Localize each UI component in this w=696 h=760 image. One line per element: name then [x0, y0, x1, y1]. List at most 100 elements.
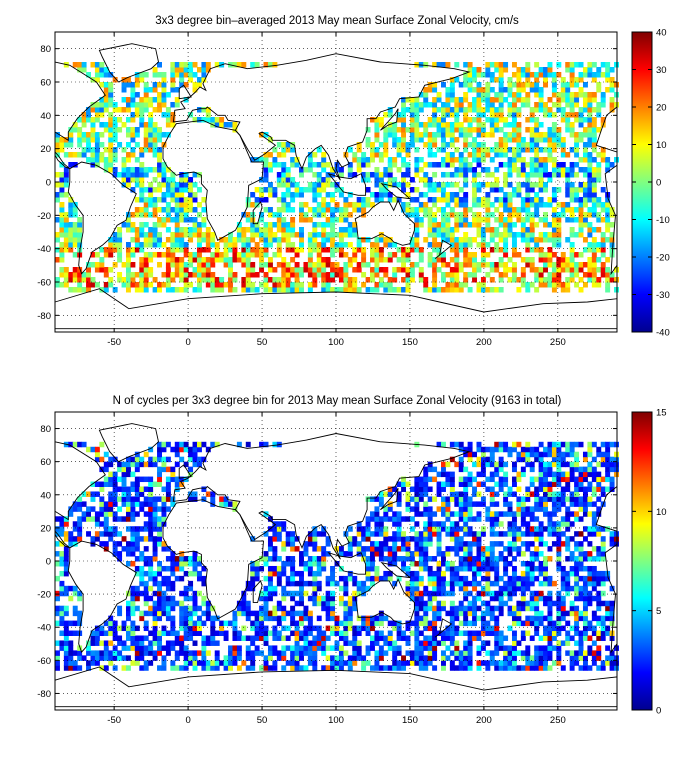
heatmap-cell [507, 167, 513, 173]
heatmap-cell [387, 640, 393, 646]
heatmap-cell [525, 127, 531, 133]
heatmap-cell [290, 272, 296, 278]
heatmap-cell [152, 655, 158, 661]
heatmap-cell [165, 630, 171, 636]
heatmap-cell [392, 556, 398, 562]
heatmap-cell [130, 82, 136, 88]
heatmap-cell [605, 197, 611, 203]
heatmap-cell [338, 650, 344, 656]
heatmap-cell [383, 546, 389, 552]
heatmap-cell [378, 152, 384, 158]
heatmap-cell [414, 147, 420, 153]
heatmap-cell [192, 182, 198, 188]
heatmap-cell [152, 222, 158, 228]
heatmap-cell [245, 580, 251, 587]
heatmap-cell [321, 202, 327, 208]
heatmap-cell [423, 585, 429, 592]
heatmap-cell [525, 182, 531, 188]
heatmap-cell [152, 242, 158, 248]
heatmap-cell [378, 556, 384, 562]
heatmap-cell [254, 252, 260, 258]
heatmap-cell [441, 580, 446, 587]
heatmap-cell [498, 92, 504, 98]
heatmap-cell [72, 620, 78, 627]
heatmap-cell [467, 650, 473, 656]
heatmap-cell [316, 147, 322, 153]
heatmap-cell [165, 122, 171, 128]
heatmap-cell [72, 287, 78, 293]
heatmap-cell [441, 137, 446, 143]
heatmap-cell [161, 207, 167, 213]
heatmap-cell [427, 242, 433, 248]
heatmap-cell [330, 197, 336, 203]
heatmap-cell [55, 137, 60, 143]
heatmap-cell [378, 267, 384, 273]
heatmap-cell [365, 625, 371, 632]
heatmap-cell [489, 551, 495, 557]
heatmap-cell [316, 600, 322, 607]
heatmap-cell [170, 242, 176, 248]
heatmap-cell [494, 590, 500, 597]
heatmap-cell [387, 277, 393, 283]
heatmap-cell [418, 551, 424, 557]
heatmap-cell [480, 277, 486, 283]
heatmap-cell [312, 536, 318, 542]
heatmap-cell [236, 650, 242, 656]
heatmap-cell [605, 217, 611, 223]
heatmap-cell [436, 252, 442, 258]
heatmap-cell [587, 92, 593, 98]
heatmap-cell [560, 172, 566, 178]
heatmap-cell [609, 650, 615, 656]
heatmap-cell [494, 561, 500, 567]
heatmap-cell [214, 277, 220, 283]
heatmap-cell [507, 585, 513, 592]
heatmap-cell [254, 232, 260, 238]
heatmap-cell [609, 620, 615, 627]
heatmap-cell [259, 177, 265, 183]
heatmap-cell [72, 526, 78, 532]
heatmap-cell [587, 590, 593, 597]
heatmap-cell [414, 227, 420, 233]
heatmap-cell [547, 107, 553, 113]
heatmap-cell [152, 640, 158, 646]
heatmap-cell [565, 267, 571, 273]
heatmap-cell [467, 82, 473, 88]
heatmap-cell [489, 565, 495, 572]
heatmap-cell [290, 575, 296, 582]
heatmap-cell [321, 556, 327, 562]
heatmap-cell [591, 650, 597, 656]
heatmap-cell [516, 287, 522, 293]
heatmap-cell [436, 257, 442, 263]
heatmap-cell [267, 237, 273, 243]
heatmap-cell [472, 157, 477, 163]
heatmap-cell [236, 630, 242, 636]
heatmap-cell [134, 172, 140, 178]
heatmap-cell [582, 630, 588, 636]
heatmap-cell [112, 665, 118, 671]
heatmap-cell [99, 157, 105, 163]
heatmap-cell [219, 660, 225, 666]
heatmap-cell [432, 585, 438, 592]
heatmap-cell [303, 187, 309, 193]
heatmap-cell [441, 257, 446, 263]
heatmap-cell [356, 655, 362, 661]
heatmap-cell [485, 197, 491, 203]
heatmap-cell [578, 267, 584, 273]
heatmap-cell [312, 595, 318, 602]
heatmap-cell [179, 62, 185, 68]
heatmap-cell [334, 167, 340, 173]
heatmap-cell [143, 665, 149, 671]
heatmap-cell [125, 625, 131, 632]
heatmap-cell [525, 630, 531, 636]
heatmap-cell [600, 62, 606, 68]
heatmap-cell [143, 237, 149, 243]
heatmap-cell [418, 620, 424, 627]
heatmap-cell [472, 137, 477, 143]
heatmap-cell [259, 556, 265, 562]
heatmap-cell [148, 202, 154, 208]
heatmap-cell [108, 132, 114, 138]
heatmap-cell [179, 565, 185, 572]
heatmap-cell [587, 620, 593, 627]
heatmap-cell [321, 232, 327, 238]
heatmap-cell [321, 272, 327, 278]
